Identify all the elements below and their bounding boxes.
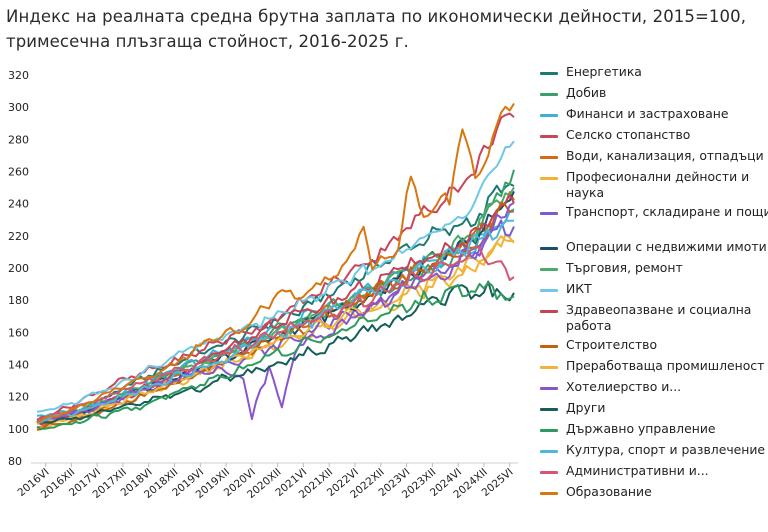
chart-title-line-1: Индекс на реалната средна брутна заплата… bbox=[6, 7, 747, 26]
legend-item: Финанси и застраховане bbox=[540, 106, 768, 122]
legend-item: Здравеопазване и социална работа bbox=[540, 302, 768, 334]
legend-swatch bbox=[540, 212, 558, 215]
legend-item: Операции с недвижими имоти bbox=[540, 239, 768, 255]
legend-swatch bbox=[540, 72, 558, 75]
legend-swatch bbox=[540, 450, 558, 453]
legend-item: Професионални дейности и наука bbox=[540, 169, 768, 201]
legend-item: Енергетика bbox=[540, 64, 768, 80]
legend-label: Енергетика bbox=[566, 64, 642, 79]
y-tick-label: 200 bbox=[8, 262, 29, 275]
legend-swatch bbox=[540, 429, 558, 432]
legend-swatch bbox=[540, 387, 558, 390]
legend-swatch bbox=[540, 135, 558, 138]
legend-label: Строителство bbox=[566, 337, 658, 352]
legend-label: Търговия, ремонт bbox=[566, 260, 683, 275]
y-tick-label: 140 bbox=[8, 359, 29, 372]
legend-swatch bbox=[540, 471, 558, 474]
y-tick-label: 160 bbox=[8, 326, 29, 339]
legend-label: Финанси и застраховане bbox=[566, 106, 729, 121]
legend-label: Операции с недвижими имоти bbox=[566, 239, 767, 254]
legend-label: Държавно управление bbox=[566, 421, 716, 436]
legend-item: Други bbox=[540, 400, 768, 416]
series-line bbox=[36, 280, 515, 424]
legend-item: Води, канализация, отпадъци bbox=[540, 148, 768, 164]
legend-label: Професионални дейности и наука bbox=[566, 169, 750, 200]
y-tick-label: 260 bbox=[8, 166, 29, 179]
legend-swatch bbox=[540, 177, 558, 180]
series-line bbox=[36, 112, 515, 421]
chart-title-line-2: тримесечна плъзгаща стойност, 2016-2025 … bbox=[6, 32, 409, 51]
y-tick-label: 240 bbox=[8, 198, 29, 211]
legend-label: Селско стопанство bbox=[566, 127, 691, 142]
legend-swatch bbox=[540, 93, 558, 96]
series-line bbox=[36, 245, 515, 421]
legend-item: ИКТ bbox=[540, 281, 768, 297]
chart-title: Индекс на реалната средна брутна заплата… bbox=[6, 4, 756, 54]
legend-item: Транспорт, складиране и пощи bbox=[540, 204, 768, 220]
series-line bbox=[36, 201, 515, 423]
legend-swatch bbox=[540, 114, 558, 117]
legend-label: Образование bbox=[566, 484, 652, 499]
legend-swatch bbox=[540, 310, 558, 313]
legend-item: Добив bbox=[540, 85, 768, 101]
legend-item: Преработваща промишленост bbox=[540, 358, 768, 374]
legend-swatch bbox=[540, 345, 558, 348]
y-tick-label: 280 bbox=[8, 133, 29, 146]
y-tick-label: 100 bbox=[8, 423, 29, 436]
legend-item: Култура, спорт и развлечение bbox=[540, 442, 768, 458]
legend-label: Преработваща промишленост bbox=[566, 358, 765, 373]
series-line bbox=[36, 140, 515, 413]
series-line bbox=[36, 102, 515, 423]
legend-label: Други bbox=[566, 400, 606, 415]
legend-item: Селско стопанство bbox=[540, 127, 768, 143]
legend-label: Води, канализация, отпадъци bbox=[566, 148, 764, 163]
series-line bbox=[36, 281, 515, 430]
legend-label: Хотелиерство и... bbox=[566, 379, 682, 394]
series-line bbox=[36, 235, 515, 425]
y-tick-label: 80 bbox=[8, 455, 22, 468]
legend-swatch bbox=[540, 289, 558, 292]
y-tick-label: 120 bbox=[8, 391, 29, 404]
legend-item: Образование bbox=[540, 484, 768, 500]
legend-label: Култура, спорт и развлечение bbox=[566, 442, 766, 457]
legend-swatch bbox=[540, 408, 558, 411]
y-tick-label: 320 bbox=[8, 69, 29, 82]
legend-label: Добив bbox=[566, 85, 607, 100]
legend-label: Здравеопазване и социална работа bbox=[566, 302, 752, 333]
legend-item: Строителство bbox=[540, 337, 768, 353]
legend-swatch bbox=[540, 247, 558, 250]
legend-swatch bbox=[540, 366, 558, 369]
legend-item: Държавно управление bbox=[540, 421, 768, 437]
legend-swatch bbox=[540, 492, 558, 495]
y-tick-label: 220 bbox=[8, 230, 29, 243]
legend-label: ИКТ bbox=[566, 281, 592, 296]
legend-swatch bbox=[540, 156, 558, 159]
series-line bbox=[36, 191, 515, 429]
legend-label: Административни и... bbox=[566, 463, 709, 478]
legend-item: Търговия, ремонт bbox=[540, 260, 768, 276]
series-lines bbox=[36, 102, 515, 431]
legend-swatch bbox=[540, 268, 558, 271]
y-tick-label: 180 bbox=[8, 294, 29, 307]
y-tick-label: 300 bbox=[8, 101, 29, 114]
legend-item: Хотелиерство и... bbox=[540, 379, 768, 395]
legend-item: Административни и... bbox=[540, 463, 768, 479]
legend-label: Транспорт, складиране и пощи bbox=[566, 204, 768, 219]
